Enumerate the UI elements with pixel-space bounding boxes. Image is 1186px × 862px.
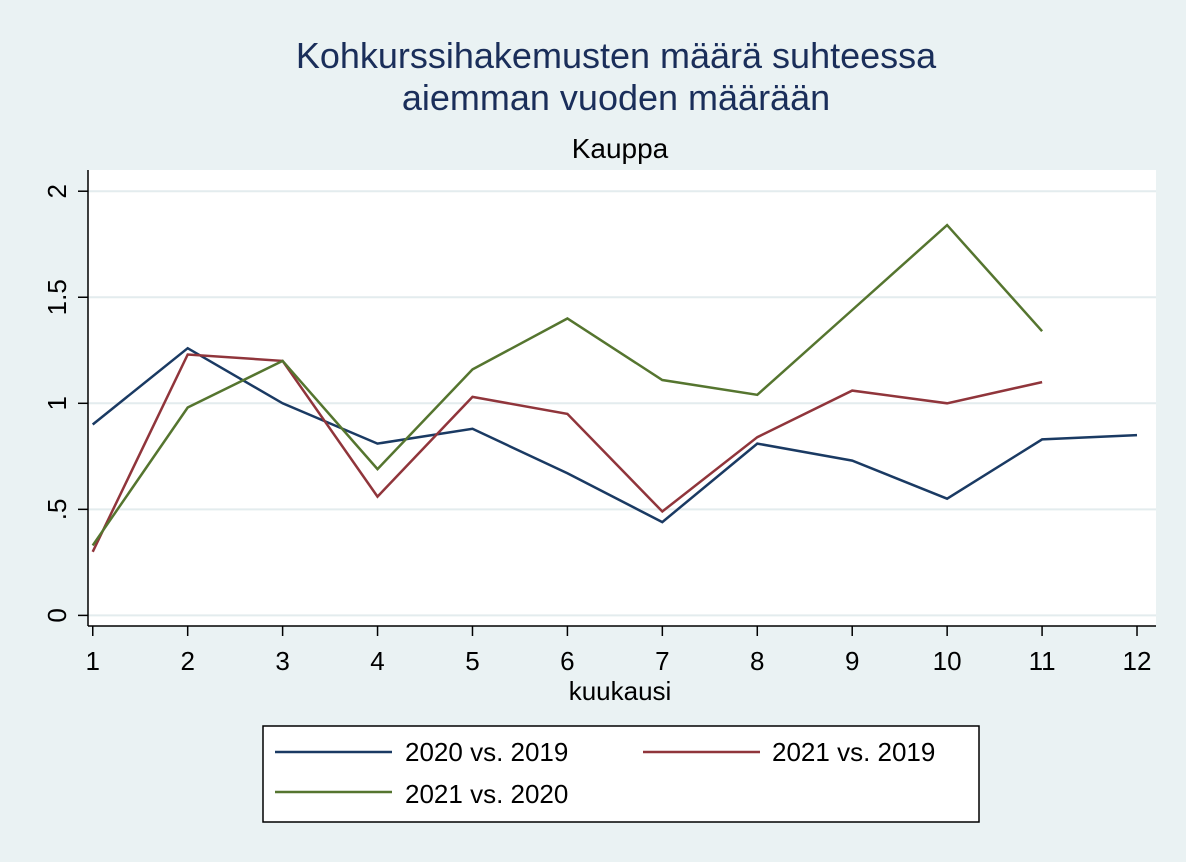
x-tick-label-7: 8 [750,646,764,676]
gridlines [88,190,1156,617]
x-tick-label-10: 11 [1029,646,1056,676]
series-line-2 [91,223,1044,547]
y-tick-label-4: 2 [42,184,72,198]
x-tick-label-2: 3 [275,646,289,676]
x-tick-label-1: 2 [180,646,194,676]
series-lines [91,223,1138,553]
legend-box [262,725,980,823]
x-tick-label-5: 6 [560,646,574,676]
y-tick-label-0: 0 [42,608,72,622]
legend: 2020 vs. 2019 2021 vs. 2019 2021 vs. 2020 [262,725,980,823]
x-tick-label-8: 9 [845,646,859,676]
y-tick-label-3: 1.5 [42,279,72,315]
chart-title-line-1: Kohkurssihakemusten määrä suhteessa [296,35,937,76]
chart-title-line-2: aiemman vuoden määrään [402,77,830,118]
x-tick-label-4: 5 [465,646,479,676]
legend-label-0: 2020 vs. 2019 [405,737,568,767]
x-tick-label-9: 10 [933,646,962,676]
y-tick-label-1: .5 [42,499,72,521]
legend-label-1: 2021 vs. 2019 [772,737,935,767]
x-tick-label-0: 1 [86,646,100,676]
x-tick-label-3: 4 [370,646,384,676]
x-axis-ticks: 1 2 3 4 5 6 7 8 9 10 11 12 [86,626,1152,676]
plot-area [88,170,1156,626]
y-tick-label-2: 1 [42,396,72,410]
x-tick-label-6: 7 [655,646,669,676]
x-axis-title: kuukausi [569,676,672,706]
series-line-1 [91,353,1043,553]
x-tick-label-11: 12 [1123,646,1152,676]
chart-subtitle: Kauppa [572,133,669,164]
series-line-0 [91,346,1138,524]
legend-label-2: 2021 vs. 2020 [405,779,568,809]
legend-items: 2020 vs. 2019 2021 vs. 2019 2021 vs. 2020 [275,737,935,809]
y-axis-ticks: 0 .5 1 1.5 2 [42,184,88,623]
